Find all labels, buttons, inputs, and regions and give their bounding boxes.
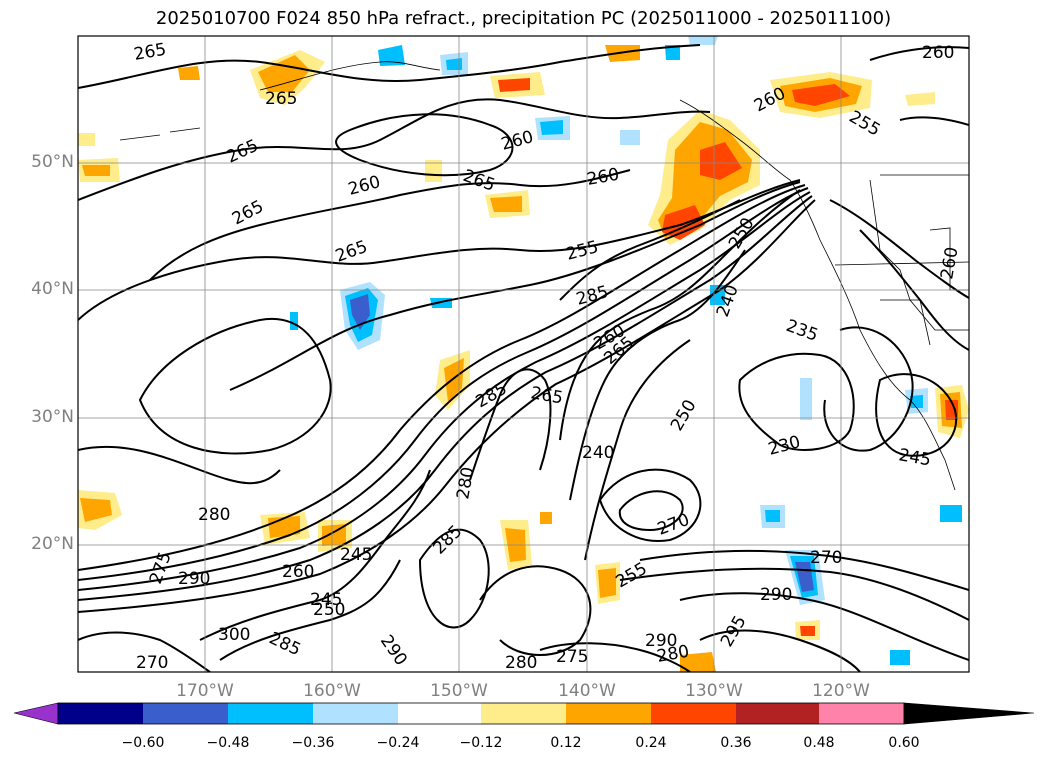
contour-label: 275: [556, 647, 588, 667]
lon-label-140w: 140°W: [558, 681, 616, 701]
graticule: [78, 36, 969, 672]
lon-label-160w: 160°W: [303, 681, 361, 701]
colorbar-tick-label: −0.24: [376, 735, 420, 751]
contour-label: 245: [340, 545, 372, 565]
lat-label-50n: 50°N: [31, 152, 74, 172]
colorbar-tick-label: −0.48: [206, 735, 250, 751]
contour-label: 290: [178, 569, 210, 589]
colorbar-swatch: [736, 703, 819, 724]
lat-label-30n: 30°N: [31, 407, 74, 427]
colorbar-tick-label: 0.60: [888, 735, 920, 751]
map-title: 2025010700 F024 850 hPa refract., precip…: [155, 8, 892, 29]
contour-label: 300: [218, 625, 250, 645]
colorbar-swatch: [58, 703, 143, 724]
contour-label: 265: [265, 89, 297, 109]
map-frame: [77, 35, 970, 673]
colorbar-tick-label: −0.36: [291, 735, 335, 751]
colorbar-tick-label: −0.60: [121, 735, 165, 751]
colorbar-swatch: [819, 703, 904, 724]
colorbar-tick-label: 0.48: [803, 735, 835, 751]
contour-label: 260: [922, 43, 954, 63]
colorbar-swatch: [228, 703, 313, 724]
contour-label: 290: [645, 631, 677, 651]
contour-label: 270: [810, 548, 842, 568]
colorbar-tick-label: 0.24: [635, 735, 667, 751]
colorbar-frame: [57, 702, 905, 725]
contour-label: 250: [313, 600, 345, 620]
contour-label: 245: [310, 590, 342, 610]
colorbar-swatch: [398, 703, 481, 724]
contour-label: 280: [198, 505, 230, 525]
lat-label-40n: 40°N: [31, 279, 74, 299]
lat-label-20n: 20°N: [31, 534, 74, 554]
contour-label: 280: [505, 653, 537, 673]
map-panel: 265 265 265 265 265 265 260 260 260 260 …: [77, 35, 970, 673]
lon-label-170w: 170°W: [176, 681, 234, 701]
colorbar-extend-max: [903, 702, 1035, 725]
colorbar-swatch: [651, 703, 736, 724]
lon-label-130w: 130°W: [685, 681, 743, 701]
colorbar-extend-min: [13, 702, 59, 725]
contour-label: 290: [760, 585, 792, 605]
coastlines: [119, 61, 969, 491]
contour-label: 240: [582, 443, 614, 463]
colorbar-tick-label: 0.36: [720, 735, 752, 751]
colorbar-swatch: [313, 703, 398, 724]
lon-label-120w: 120°W: [812, 681, 870, 701]
contour-label: 270: [136, 653, 168, 673]
colorbar-swatch: [143, 703, 228, 724]
lon-label-150w: 150°W: [430, 681, 488, 701]
colorbar-tick-label: −0.12: [459, 735, 503, 751]
contour-label: 260: [282, 562, 314, 582]
colorbar-tick-label: 0.12: [550, 735, 582, 751]
colorbar-swatch: [566, 703, 651, 724]
colorbar: [13, 702, 1035, 725]
colorbar-swatch: [481, 703, 566, 724]
